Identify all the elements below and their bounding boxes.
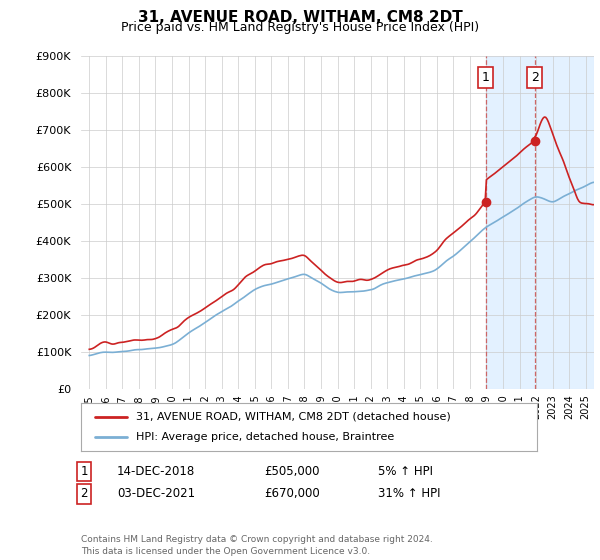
- Text: 1: 1: [482, 71, 490, 84]
- Text: 2: 2: [531, 71, 539, 84]
- Text: £505,000: £505,000: [264, 465, 320, 478]
- Text: 5% ↑ HPI: 5% ↑ HPI: [378, 465, 433, 478]
- Text: HPI: Average price, detached house, Braintree: HPI: Average price, detached house, Brai…: [136, 432, 394, 442]
- Text: 03-DEC-2021: 03-DEC-2021: [117, 487, 195, 501]
- Text: 1: 1: [80, 465, 88, 478]
- Text: Contains HM Land Registry data © Crown copyright and database right 2024.
This d: Contains HM Land Registry data © Crown c…: [81, 535, 433, 556]
- Text: 31, AVENUE ROAD, WITHAM, CM8 2DT (detached house): 31, AVENUE ROAD, WITHAM, CM8 2DT (detach…: [136, 412, 451, 422]
- Text: 31% ↑ HPI: 31% ↑ HPI: [378, 487, 440, 501]
- Text: 31, AVENUE ROAD, WITHAM, CM8 2DT: 31, AVENUE ROAD, WITHAM, CM8 2DT: [137, 10, 463, 25]
- Bar: [486, 56, 594, 389]
- Text: £670,000: £670,000: [264, 487, 320, 501]
- Text: Price paid vs. HM Land Registry's House Price Index (HPI): Price paid vs. HM Land Registry's House …: [121, 21, 479, 34]
- Text: 2: 2: [80, 487, 88, 501]
- Text: 14-DEC-2018: 14-DEC-2018: [117, 465, 195, 478]
